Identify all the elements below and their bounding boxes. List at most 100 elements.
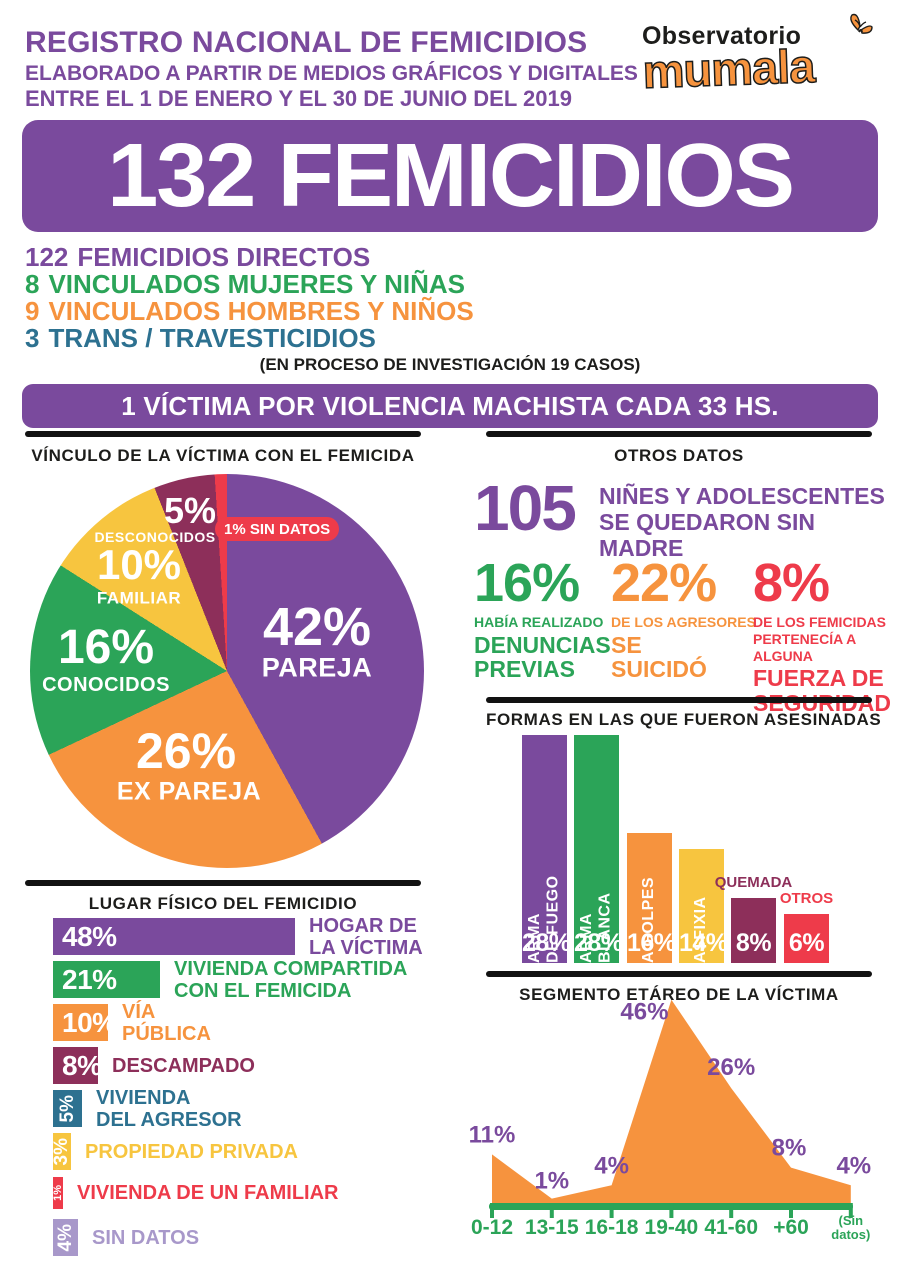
fact-item: 16% HABÍA REALIZADO DENUNCIAS PREVIAS bbox=[474, 556, 624, 681]
axis-tick bbox=[848, 1203, 853, 1218]
x-tick-label-line: datos) bbox=[831, 1227, 870, 1242]
bar: 3% bbox=[51, 1133, 72, 1170]
bar: ARMA BLANCA 28% bbox=[574, 735, 623, 963]
bar-label: HOGAR DE LA VÍCTIMA bbox=[309, 914, 423, 959]
bar: 1% bbox=[52, 1177, 64, 1209]
total-femicides-banner: 132 FEMICIDIOS bbox=[22, 120, 878, 232]
hbar-chart-title: LUGAR FÍSICO DEL FEMICIDIO bbox=[88, 894, 358, 913]
total-value: 9 bbox=[25, 296, 40, 326]
data-point-label: 1% bbox=[534, 1168, 569, 1195]
bar-label: VÍA PÚBLICA bbox=[122, 1000, 211, 1045]
totals-list: 122 FEMICIDIOS DIRECTOS 8 VINCULADOS MUJERE… bbox=[25, 244, 474, 352]
bar-value: 14% bbox=[679, 929, 728, 957]
logo-name-text: mumala bbox=[641, 38, 816, 98]
axis-tick bbox=[549, 1203, 554, 1218]
area-shape bbox=[492, 999, 851, 1203]
bar: 8% bbox=[731, 898, 776, 963]
frequency-banner: 1 VÍCTIMA POR VIOLENCIA MACHISTA CADA 33… bbox=[22, 384, 878, 428]
total-line: 3 TRANS / TRAVESTICIDIOS bbox=[25, 325, 474, 352]
x-tick-label: 19-40 bbox=[645, 1216, 699, 1239]
x-tick-label: 0-12 bbox=[471, 1216, 513, 1239]
data-point-label: 26% bbox=[707, 1054, 755, 1081]
pie-slice-value: 42% bbox=[262, 597, 372, 657]
pie-slice-name: PAREJA bbox=[261, 652, 373, 683]
bar: 8% bbox=[53, 1047, 102, 1084]
area-chart-title: SEGMENTO ETÁREO DE LA VÍCTIMA bbox=[519, 985, 839, 1004]
total-label: VINCULADOS MUJERES Y NIÑAS bbox=[48, 269, 466, 299]
bar-value: 8% bbox=[62, 1049, 102, 1081]
axis-tick bbox=[490, 1203, 494, 1218]
fact-value: 16% bbox=[474, 553, 580, 613]
x-tick-label: +60 bbox=[773, 1216, 809, 1239]
area-chart: 0-12 13-15 16-18 19-40 41-60 +60 (Sin datos) 11%… bbox=[469, 999, 872, 1242]
fact-value: 22% bbox=[611, 553, 717, 613]
x-tick-label: (Sin datos) bbox=[831, 1213, 870, 1242]
total-label: VINCULADOS HOMBRES Y NIÑOS bbox=[48, 296, 474, 326]
pie-slice-name: EX PAREJA bbox=[116, 777, 262, 806]
bar-value: 8% bbox=[735, 929, 772, 957]
otros-datos-title: OTROS DATOS bbox=[614, 446, 744, 465]
axis-tick bbox=[729, 1203, 734, 1218]
bar-label: VIVIENDA DEL AGRESOR bbox=[96, 1086, 242, 1131]
bar: ARMA DE FUEGO 28% bbox=[522, 735, 571, 963]
bar-value: 5% bbox=[56, 1094, 78, 1123]
total-femicides-text: 132 FEMICIDIOS bbox=[107, 125, 795, 226]
pie-slice-label: 1% SIN DATOS bbox=[215, 517, 340, 541]
bar-value: 28% bbox=[522, 929, 571, 957]
pie-slice-name: CONOCIDOS bbox=[42, 674, 170, 696]
data-point-label: 4% bbox=[594, 1152, 629, 1179]
data-point-label: 11% bbox=[469, 1121, 516, 1148]
total-line: 8 VINCULADOS MUJERES Y NIÑAS bbox=[25, 271, 474, 298]
bar-value: 1% bbox=[52, 1185, 64, 1201]
divider bbox=[486, 431, 872, 437]
orphans-label: NIÑES Y ADOLESCENTES SE QUEDARON SIN MAD… bbox=[599, 483, 885, 561]
bar-label: SIN DATOS bbox=[92, 1226, 200, 1249]
bar-value: 6% bbox=[788, 929, 825, 957]
pie-slice-value: 16% bbox=[57, 621, 155, 674]
total-value: 3 bbox=[25, 323, 40, 353]
bar: ASFIXIA 14% bbox=[679, 849, 728, 963]
orphans-count: 105 bbox=[474, 472, 577, 544]
axis-tick bbox=[609, 1203, 614, 1218]
divider bbox=[486, 697, 872, 703]
bar-value: 48% bbox=[62, 920, 117, 952]
pie-chart-labels: 42% PAREJA 26% EX PAREJA 16% CONOCIDOS 10% FAMI… bbox=[30, 474, 424, 868]
bar: 21% bbox=[53, 961, 160, 998]
bar-label: VIVIENDA COMPARTIDA CON EL FEMICIDA bbox=[174, 957, 408, 1002]
pie-slice-value: 10% bbox=[96, 541, 182, 588]
bar-label: QUEMADA bbox=[714, 874, 793, 891]
bar: 48% bbox=[53, 918, 295, 955]
bar: 4% bbox=[53, 1219, 78, 1256]
pie-slice-name: FAMILIAR bbox=[96, 588, 182, 608]
bar-value: 4% bbox=[54, 1223, 76, 1252]
pie-slice-value: 5% bbox=[163, 490, 217, 531]
pie-chart-title: VÍNCULO DE LA VÍCTIMA CON EL FEMICIDA bbox=[31, 446, 415, 465]
fact-value: 8% bbox=[753, 553, 830, 613]
axis-tick bbox=[669, 1203, 674, 1218]
frequency-text: 1 VÍCTIMA POR VIOLENCIA MACHISTA CADA 33… bbox=[121, 390, 779, 421]
total-value: 8 bbox=[25, 269, 40, 299]
data-point-label: 46% bbox=[620, 999, 668, 1026]
pie-slice-name: DESCONOCIDOS bbox=[94, 529, 216, 545]
page-subtitle-1: ELABORADO A PARTIR DE MEDIOS GRÁFICOS Y … bbox=[25, 62, 638, 85]
data-point-label: 8% bbox=[772, 1135, 807, 1162]
divider bbox=[25, 880, 421, 886]
bar-label: OTROS bbox=[779, 890, 834, 907]
bar-label: VIVIENDA DE UN FAMILIAR bbox=[77, 1182, 339, 1204]
total-line: 122 FEMICIDIOS DIRECTOS bbox=[25, 244, 474, 271]
x-tick-label-line: (Sin bbox=[839, 1213, 864, 1228]
bar: 5% bbox=[53, 1090, 82, 1127]
logo-org-text: Observatorio bbox=[642, 22, 802, 50]
horizontal-bar-chart: 48% HOGAR DE LA VÍCTIMA 21% VIVIENDA COMPAR… bbox=[25, 914, 425, 1263]
total-label: TRANS / TRAVESTICIDIOS bbox=[48, 323, 376, 353]
pie-slice-value: 26% bbox=[135, 723, 237, 779]
total-value: 122 bbox=[25, 242, 69, 272]
bar: A GOLPES 16% bbox=[627, 833, 676, 963]
bar-label: DESCAMPADO bbox=[112, 1054, 255, 1077]
fact-description: DE LOS FEMICIDAS PERTENECÍA A ALGUNA bbox=[753, 614, 887, 664]
bar-value: 28% bbox=[574, 929, 623, 957]
bar-value: 10% bbox=[62, 1006, 117, 1038]
bar-chart-title: FORMAS EN LAS QUE FUERON ASESINADAS bbox=[486, 710, 882, 729]
fact-description: HABÍA REALIZADO bbox=[474, 614, 604, 630]
